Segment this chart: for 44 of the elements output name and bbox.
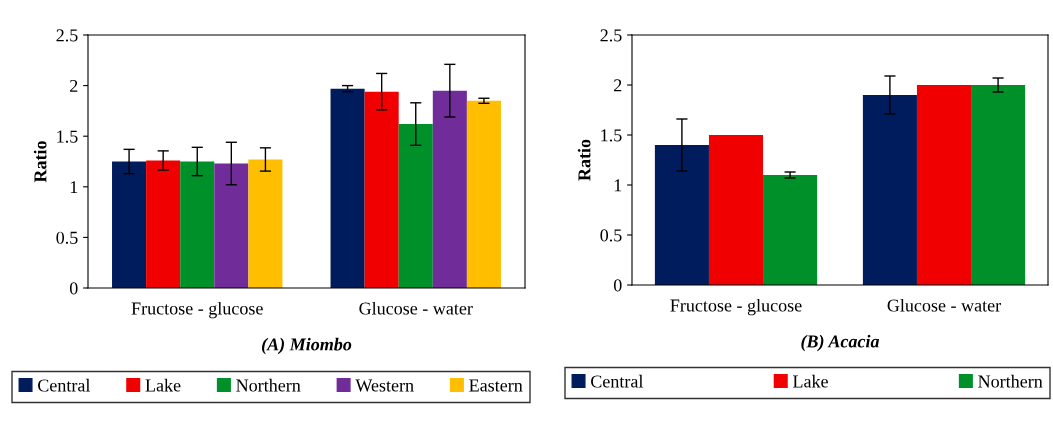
bar	[214, 163, 249, 288]
x-tick-label: Fructose - glucose	[131, 301, 263, 319]
bar	[432, 90, 467, 288]
bar	[708, 135, 764, 285]
y-tick-label: 0.5	[56, 231, 78, 244]
bar	[398, 124, 433, 288]
legend-label: Lake	[792, 374, 828, 388]
y-tick-label: 0.5	[600, 229, 622, 242]
bar	[248, 159, 283, 288]
legend-label: Western	[355, 379, 414, 392]
y-axis-title: Ratio	[577, 139, 591, 181]
text: (B) Acacia	[801, 334, 880, 352]
y-tick-label: 0	[613, 279, 622, 292]
text: (A) Miombo	[262, 337, 352, 355]
bar	[466, 100, 501, 288]
y-tick-label: 1.5	[601, 129, 622, 142]
x-tick-label: Fructose - glucose	[670, 298, 802, 316]
y-tick-label: 2	[614, 79, 622, 92]
legend-label: Central	[591, 374, 644, 388]
legend-label: Central	[38, 378, 91, 392]
bar	[654, 145, 709, 285]
bar	[112, 161, 147, 288]
y-tick-label: 1	[70, 181, 78, 194]
bar	[763, 175, 818, 285]
x-tick-label: Glucose - water	[887, 298, 1001, 312]
bar	[971, 85, 1026, 285]
y-tick-label: 2	[70, 79, 78, 92]
y-tick-label: 2.5	[600, 29, 622, 42]
y-axis-title: Ratio	[33, 141, 47, 183]
legend-label: Lake	[145, 378, 181, 392]
bar	[180, 161, 215, 288]
bar	[916, 85, 972, 285]
y-tick-label: 0	[69, 282, 78, 295]
y-tick-label: 1.5	[57, 130, 78, 143]
bar	[862, 95, 917, 285]
legend-label: Eastern	[469, 379, 523, 392]
bar	[330, 88, 365, 288]
bar	[146, 160, 181, 288]
y-tick-label: 1	[614, 179, 622, 192]
y-tick-label: 2.5	[56, 29, 78, 42]
legend-label: Northern	[978, 374, 1043, 388]
x-tick-label: Glucose - water	[359, 301, 473, 315]
legend-label: Northern	[236, 378, 301, 392]
bar	[364, 91, 399, 288]
